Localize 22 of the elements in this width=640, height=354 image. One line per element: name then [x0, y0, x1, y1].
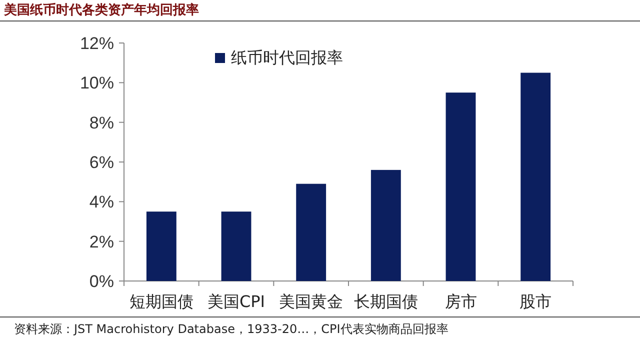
chart-title: 美国纸币时代各类资产年均回报率	[3, 2, 199, 18]
bar	[370, 170, 401, 281]
x-tick-label: 美国黄金	[279, 292, 344, 311]
bar	[520, 72, 551, 281]
y-tick-label: 2%	[89, 232, 114, 252]
bar	[446, 92, 476, 281]
text: 资料来源：JST Macrohistory Database，1933-20…，CPI代表实物商品回报率	[14, 322, 448, 336]
x-tick-label: 房市	[444, 292, 477, 311]
x-tick-label: 美国CPI	[207, 292, 266, 311]
x-tick-label: 短期国债	[129, 292, 194, 311]
bar	[296, 184, 326, 281]
x-tick-label: 长期国债	[354, 292, 418, 311]
bar	[146, 212, 176, 281]
y-tick-label: 6%	[89, 153, 114, 172]
bar	[221, 212, 252, 281]
y-tick-label: 10%	[80, 74, 114, 93]
y-tick-label: 12%	[80, 34, 114, 53]
y-tick-label: 0%	[89, 272, 114, 291]
legend-label: 纸币时代回报率	[231, 48, 343, 67]
y-tick-label: 8%	[89, 113, 114, 132]
y-tick-label: 4%	[89, 192, 114, 212]
x-tick-label: 股市	[520, 292, 552, 311]
